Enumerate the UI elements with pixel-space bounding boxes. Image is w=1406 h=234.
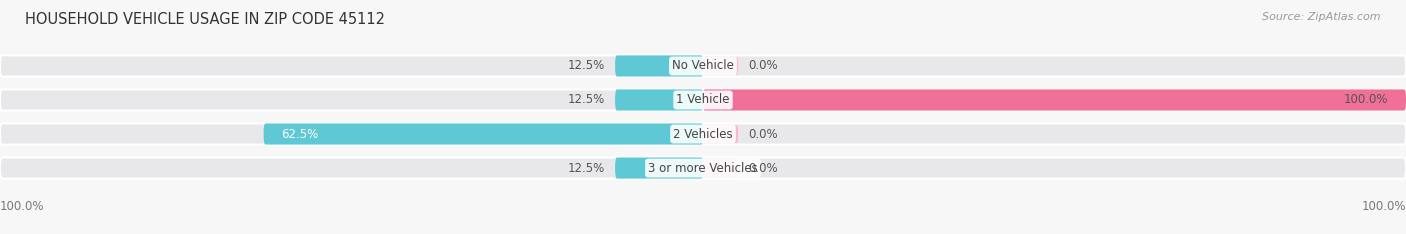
Text: HOUSEHOLD VEHICLE USAGE IN ZIP CODE 45112: HOUSEHOLD VEHICLE USAGE IN ZIP CODE 4511… (25, 12, 385, 27)
FancyBboxPatch shape (616, 157, 703, 179)
Text: Source: ZipAtlas.com: Source: ZipAtlas.com (1263, 12, 1381, 22)
FancyBboxPatch shape (0, 157, 1406, 179)
FancyBboxPatch shape (264, 124, 703, 145)
Text: 0.0%: 0.0% (749, 59, 779, 73)
FancyBboxPatch shape (0, 89, 1406, 110)
FancyBboxPatch shape (703, 125, 738, 143)
Text: 12.5%: 12.5% (568, 59, 605, 73)
FancyBboxPatch shape (703, 57, 738, 75)
Text: 100.0%: 100.0% (1344, 93, 1389, 106)
Text: 12.5%: 12.5% (568, 93, 605, 106)
FancyBboxPatch shape (616, 55, 703, 77)
FancyBboxPatch shape (0, 55, 1406, 77)
Text: 12.5%: 12.5% (568, 161, 605, 175)
Text: 100.0%: 100.0% (1361, 200, 1406, 213)
Text: 0.0%: 0.0% (749, 161, 779, 175)
FancyBboxPatch shape (616, 89, 703, 110)
FancyBboxPatch shape (703, 159, 738, 177)
Text: 100.0%: 100.0% (0, 200, 45, 213)
Text: 3 or more Vehicles: 3 or more Vehicles (648, 161, 758, 175)
Text: 0.0%: 0.0% (749, 128, 779, 141)
Text: 62.5%: 62.5% (281, 128, 318, 141)
FancyBboxPatch shape (703, 89, 1406, 110)
Text: 2 Vehicles: 2 Vehicles (673, 128, 733, 141)
Text: No Vehicle: No Vehicle (672, 59, 734, 73)
Text: 1 Vehicle: 1 Vehicle (676, 93, 730, 106)
FancyBboxPatch shape (0, 124, 1406, 145)
